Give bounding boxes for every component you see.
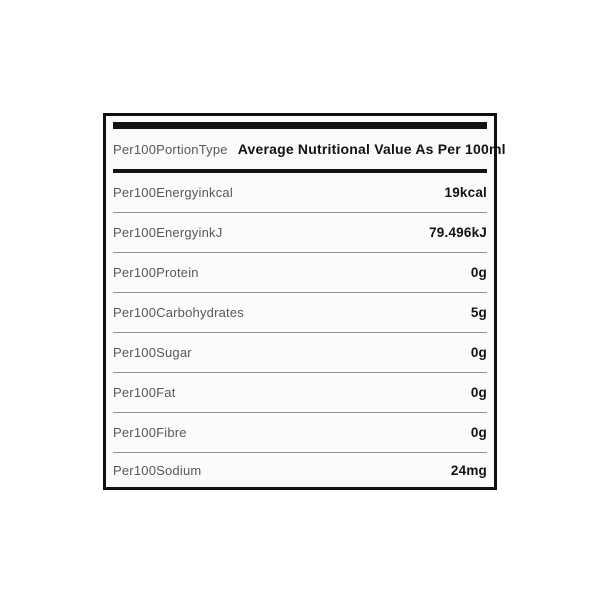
table-row-sugar: Per100Sugar 0g — [113, 333, 487, 373]
table-row-carbohydrates: Per100Carbohydrates 5g — [113, 293, 487, 333]
row-label: Per100Sodium — [113, 462, 202, 478]
table-top-bar — [113, 122, 487, 129]
table-row-energy-kcal: Per100Energyinkcal 19kcal — [113, 173, 487, 213]
nutrition-table-card: Per100PortionType Average Nutritional Va… — [103, 113, 506, 490]
row-value: 5g — [470, 305, 487, 320]
table-row-protein: Per100Protein 0g — [113, 253, 487, 293]
row-label: Per100Fibre — [113, 425, 187, 440]
table-row-fat: Per100Fat 0g — [113, 373, 487, 413]
row-label: Per100Carbohydrates — [113, 305, 244, 320]
header-average-value-label: Average Nutritional Value As Per 100ml — [237, 141, 506, 157]
row-label: Per100Protein — [113, 265, 199, 280]
header-portion-type-label: Per100PortionType — [113, 141, 228, 157]
row-value: 0g — [470, 265, 487, 280]
row-value: 79.496kJ — [429, 225, 487, 240]
header-thick-divider — [113, 169, 487, 173]
table-header-row: Per100PortionType Average Nutritional Va… — [113, 129, 506, 169]
row-value: 0g — [470, 345, 487, 360]
row-value: 0g — [470, 425, 487, 440]
row-label: Per100Energyinkcal — [113, 185, 233, 200]
table-row-sodium: Per100Sodium 24mg — [113, 453, 487, 487]
table-row-energy-kj: Per100EnergyinkJ 79.496kJ — [113, 213, 487, 253]
table-row-fibre: Per100Fibre 0g — [113, 413, 487, 453]
row-value: 24mg — [450, 462, 487, 478]
row-label: Per100Sugar — [113, 345, 192, 360]
row-value: 19kcal — [444, 185, 487, 200]
row-label: Per100Fat — [113, 385, 176, 400]
row-label: Per100EnergyinkJ — [113, 225, 223, 240]
row-value: 0g — [470, 385, 487, 400]
